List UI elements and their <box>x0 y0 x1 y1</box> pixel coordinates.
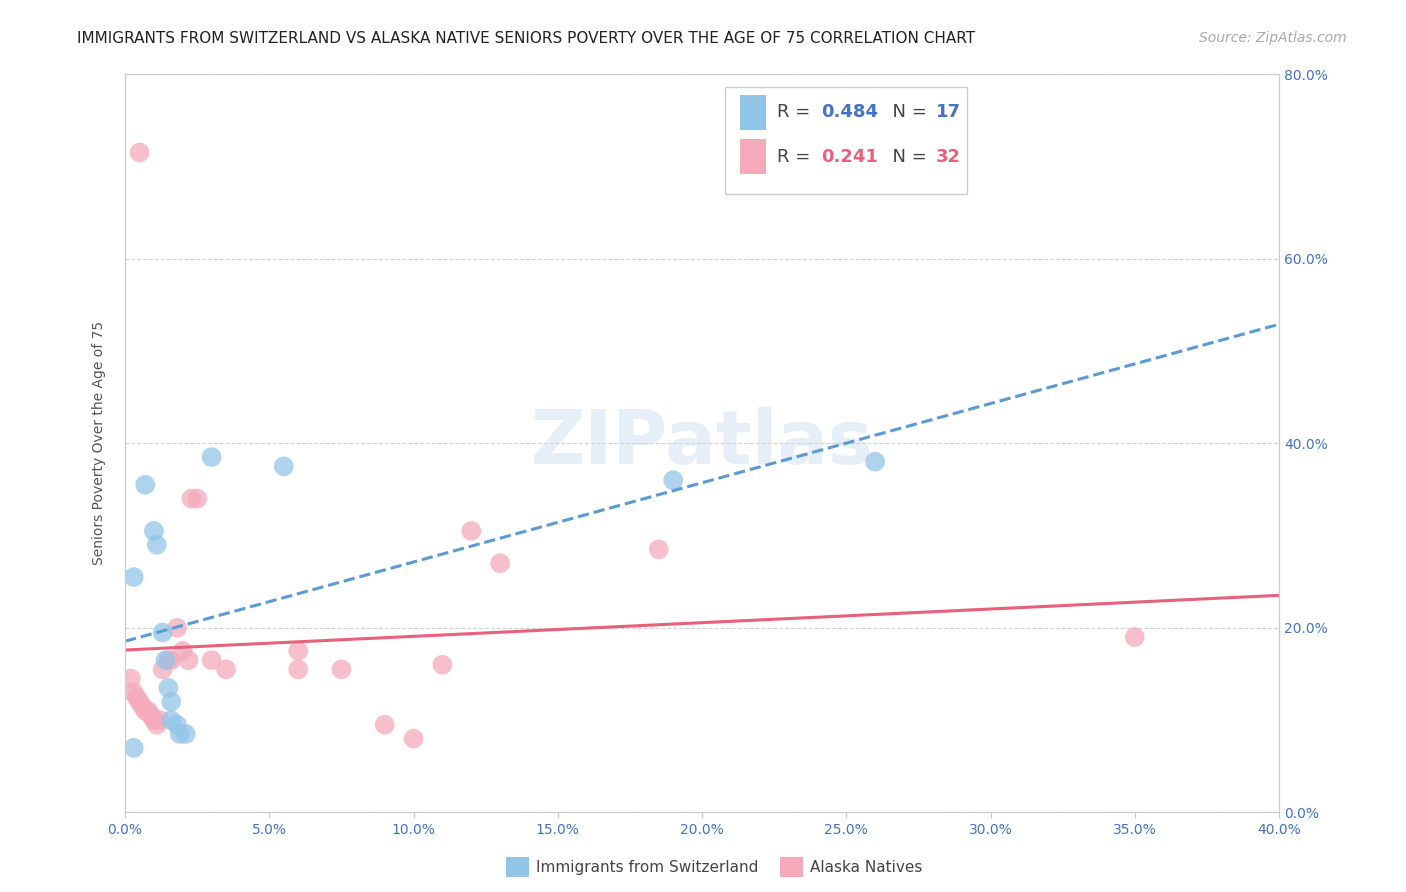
Point <box>155 653 177 667</box>
Text: 0.241: 0.241 <box>821 148 877 166</box>
Bar <box>740 95 765 130</box>
FancyBboxPatch shape <box>725 87 967 194</box>
Point <box>330 662 353 676</box>
Text: Immigrants from Switzerland: Immigrants from Switzerland <box>536 860 758 874</box>
Point <box>122 740 145 755</box>
Point <box>146 538 169 552</box>
Point <box>152 625 174 640</box>
Point <box>177 653 200 667</box>
Point <box>125 690 148 704</box>
Point <box>134 477 156 491</box>
Point <box>201 450 224 464</box>
Point <box>160 653 183 667</box>
Point <box>169 727 191 741</box>
Point <box>146 718 169 732</box>
Text: N =: N = <box>882 148 932 166</box>
Point <box>134 704 156 718</box>
Point <box>432 657 454 672</box>
Point <box>186 491 208 506</box>
Text: 32: 32 <box>936 148 962 166</box>
Point <box>201 653 224 667</box>
Point <box>122 685 145 699</box>
Point <box>128 145 150 160</box>
Point <box>174 727 197 741</box>
Text: ZIPatlas: ZIPatlas <box>530 407 873 480</box>
Point <box>166 621 188 635</box>
Point <box>128 695 150 709</box>
Text: Alaska Natives: Alaska Natives <box>810 860 922 874</box>
Point <box>139 708 162 723</box>
Point <box>152 662 174 676</box>
Point <box>142 524 165 538</box>
Point <box>149 713 172 727</box>
Text: 0.484: 0.484 <box>821 103 877 121</box>
Point <box>1123 630 1146 644</box>
Point <box>402 731 425 746</box>
Text: IMMIGRANTS FROM SWITZERLAND VS ALASKA NATIVE SENIORS POVERTY OVER THE AGE OF 75 : IMMIGRANTS FROM SWITZERLAND VS ALASKA NA… <box>77 31 976 46</box>
Point <box>172 644 194 658</box>
Point <box>157 653 180 667</box>
Point <box>160 713 183 727</box>
Point <box>863 455 886 469</box>
Text: 17: 17 <box>936 103 962 121</box>
Text: R =: R = <box>778 148 815 166</box>
Point <box>489 556 512 570</box>
Point <box>287 662 309 676</box>
Point <box>648 542 671 557</box>
Y-axis label: Seniors Poverty Over the Age of 75: Seniors Poverty Over the Age of 75 <box>93 321 107 566</box>
Text: N =: N = <box>882 103 932 121</box>
Point <box>131 699 153 714</box>
Point <box>460 524 482 538</box>
Point <box>160 695 183 709</box>
Point <box>166 718 188 732</box>
Point <box>287 644 309 658</box>
Point <box>120 672 142 686</box>
Point <box>374 718 396 732</box>
Point <box>136 704 159 718</box>
Point <box>157 681 180 695</box>
Point <box>180 491 202 506</box>
Text: R =: R = <box>778 103 815 121</box>
Point <box>273 459 295 474</box>
Point <box>142 713 165 727</box>
Text: Source: ZipAtlas.com: Source: ZipAtlas.com <box>1199 31 1347 45</box>
Point <box>662 473 685 487</box>
Point <box>215 662 238 676</box>
Point <box>122 570 145 584</box>
Bar <box>740 139 765 175</box>
